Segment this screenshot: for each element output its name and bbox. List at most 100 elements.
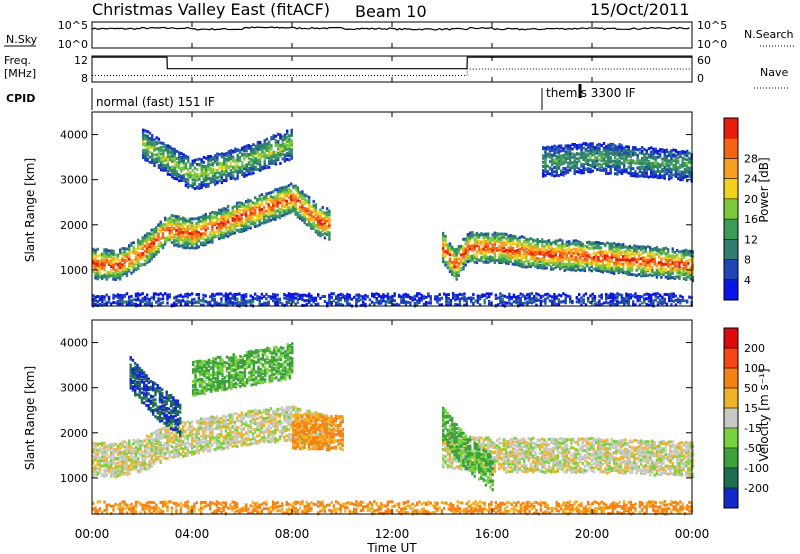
range-gate-cell [202, 168, 206, 172]
range-gate-cell [553, 153, 556, 157]
range-gate-cell [245, 299, 248, 303]
range-gate-cell [107, 271, 111, 275]
range-gate-cell [256, 150, 260, 154]
range-gate-cell [132, 258, 135, 262]
range-gate-cell [152, 230, 156, 234]
range-gate-cell [296, 189, 300, 193]
range-gate-cell [618, 163, 621, 167]
range-gate-cell [132, 265, 135, 269]
range-gate-cell [160, 165, 163, 169]
range-gate-cell [364, 297, 367, 301]
range-gate-cell [633, 273, 636, 277]
range-gate-cell [587, 299, 590, 303]
range-gate-cell [598, 153, 601, 157]
range-gate-cell [593, 146, 597, 149]
range-gate-cell [98, 442, 102, 446]
range-gate-cell [689, 254, 692, 258]
range-gate-cell [166, 169, 170, 173]
range-gate-cell [641, 295, 644, 299]
range-gate-cell [141, 239, 144, 242]
range-gate-cell [618, 301, 621, 305]
range-gate-cell [229, 301, 232, 305]
range-gate-cell [566, 294, 570, 298]
range-gate-cell [464, 247, 467, 251]
range-gate-cell [211, 228, 214, 232]
range-gate-cell [487, 235, 490, 239]
range-gate-cell [616, 168, 619, 172]
range-gate-cell [462, 262, 465, 266]
range-gate-cell [646, 268, 650, 272]
range-gate-cell [691, 264, 695, 267]
range-gate-cell [484, 254, 488, 258]
range-gate-cell [166, 144, 170, 148]
range-gate-cell [516, 251, 519, 255]
range-gate-cell [487, 250, 490, 253]
range-gate-cell [667, 264, 670, 268]
range-gate-cell [641, 164, 644, 168]
range-gate-cell [114, 465, 117, 469]
range-gate-cell [193, 158, 197, 162]
range-gate-cell [107, 259, 111, 263]
sky-right-tick-bottom: 10^0 [697, 38, 727, 51]
range-gate-cell [305, 211, 309, 214]
range-gate-cell [254, 213, 257, 217]
range-gate-cell [305, 199, 309, 203]
range-gate-cell [685, 248, 688, 252]
range-gate-cell [276, 209, 279, 213]
range-gate-cell [187, 160, 190, 164]
range-gate-cell [157, 228, 160, 232]
range-gate-cell [591, 163, 594, 167]
range-gate-cell [256, 168, 260, 171]
power-y-tick-label: 3000 [60, 174, 88, 187]
range-gate-cell [160, 148, 163, 152]
range-gate-cell [416, 299, 419, 303]
range-gate-cell [162, 166, 165, 170]
range-gate-cell [488, 292, 491, 296]
range-gate-cell [238, 301, 241, 305]
range-gate-cell [231, 224, 234, 228]
range-gate-cell [400, 295, 403, 299]
range-gate-cell [587, 153, 590, 156]
range-gate-cell [157, 156, 161, 160]
range-gate-cell [572, 252, 575, 255]
range-gate-cell [498, 248, 501, 252]
nave-right-tick-bottom: 0 [697, 72, 704, 85]
range-gate-cell [605, 148, 608, 152]
range-gate-cell [627, 147, 630, 151]
range-gate-cell [616, 295, 619, 299]
range-gate-cell [674, 164, 678, 168]
range-gate-cell [620, 156, 624, 160]
range-gate-cell [508, 298, 511, 302]
range-gate-cell [202, 183, 206, 187]
range-gate-cell [224, 207, 228, 211]
range-gate-cell [160, 163, 163, 167]
range-gate-cell [195, 229, 198, 233]
range-gate-cell [688, 156, 691, 160]
range-gate-cell [651, 253, 654, 257]
range-gate-cell [623, 160, 626, 164]
range-gate-cell [689, 258, 692, 262]
range-gate-cell [454, 293, 457, 297]
range-gate-cell [299, 205, 302, 209]
range-gate-cell [570, 252, 573, 255]
range-gate-cell [687, 259, 690, 262]
range-gate-cell [575, 144, 579, 147]
range-gate-cell [498, 240, 501, 244]
range-gate-cell [635, 265, 638, 269]
range-gate-cell [625, 159, 628, 163]
range-gate-cell [569, 150, 572, 153]
range-gate-cell [557, 144, 561, 148]
range-gate-cell [200, 158, 203, 162]
range-gate-cell [536, 240, 539, 244]
range-gate-cell [636, 155, 639, 159]
range-gate-cell [543, 266, 546, 270]
range-gate-cell [229, 222, 232, 226]
range-gate-cell [673, 250, 677, 254]
range-gate-cell [538, 248, 542, 252]
range-gate-cell [606, 254, 609, 258]
range-gate-cell [328, 231, 331, 235]
range-gate-cell [670, 295, 673, 299]
range-gate-cell [537, 293, 540, 297]
range-gate-cell [602, 142, 606, 145]
range-gate-cell [128, 263, 131, 267]
